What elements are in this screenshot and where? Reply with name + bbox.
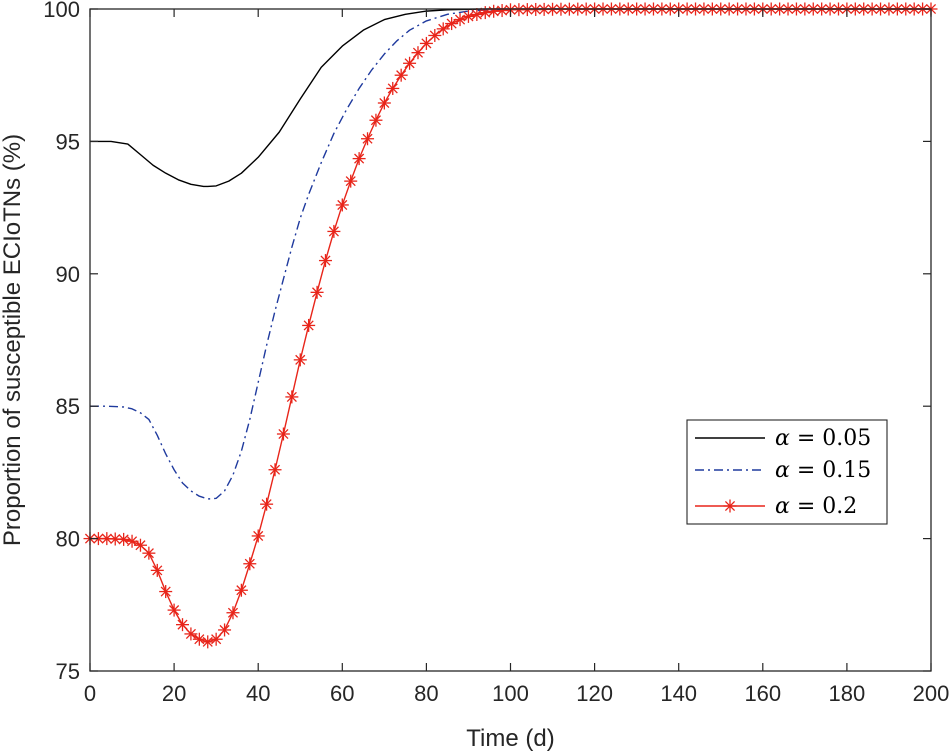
series-marker [201, 635, 215, 649]
x-tick-label: 180 [829, 681, 866, 706]
y-tick-label: 95 [56, 129, 80, 154]
legend-symbol: α [775, 426, 790, 451]
series-marker [377, 96, 391, 110]
x-tick-label: 0 [84, 681, 96, 706]
series-marker [470, 8, 484, 22]
series-marker [361, 132, 375, 146]
legend: α = 0.05α = 0.15α = 0.2 [686, 419, 888, 525]
series-marker [142, 546, 156, 560]
legend-marker [723, 499, 737, 513]
x-tick-label: 80 [414, 681, 438, 706]
series-marker [133, 538, 147, 552]
x-tick-label: 40 [246, 681, 270, 706]
series-marker [495, 4, 509, 18]
series-marker [310, 285, 324, 299]
x-tick-label: 60 [330, 681, 354, 706]
series-marker [268, 463, 282, 477]
series-marker [251, 529, 265, 543]
series-marker [394, 68, 408, 82]
series-marker [386, 81, 400, 95]
series-marker [176, 618, 190, 632]
axes [89, 8, 932, 672]
legend-value: = 0.15 [790, 458, 871, 483]
x-tick-label: 140 [660, 681, 697, 706]
x-tick-label: 160 [744, 681, 781, 706]
series-marker [327, 224, 341, 238]
series-marker [302, 318, 316, 332]
y-axis-title: Proportion of susceptible ECIoTNs (%) [0, 134, 26, 546]
y-tick-label: 90 [56, 262, 80, 287]
series-marker [318, 254, 332, 268]
x-tick-label: 20 [162, 681, 186, 706]
series-marker [234, 583, 248, 597]
series-marker [167, 603, 181, 617]
series-marker [209, 632, 223, 646]
series-marker [150, 563, 164, 577]
series-marker [487, 4, 501, 18]
series-marker [293, 353, 307, 367]
y-tick-label: 80 [56, 527, 80, 552]
legend-symbol: α [775, 458, 790, 483]
series-marker [100, 532, 114, 546]
x-axis-title: Time (d) [466, 725, 554, 751]
series-marker [428, 28, 442, 42]
series-marker [276, 427, 290, 441]
legend-label: α = 0.2 [775, 494, 857, 519]
series-line-0 [90, 8, 931, 188]
legend-value: = 0.2 [790, 494, 857, 519]
legend-symbol: α [775, 494, 790, 519]
ticks: 0 20 40 60 80 100 120 140 160 180 200 75 80 85 90 95 100 [43, 0, 949, 706]
series-marker [436, 22, 450, 36]
series-marker [117, 532, 131, 546]
series-marker [411, 46, 425, 60]
series-marker [461, 9, 475, 23]
series-layer [83, 2, 938, 649]
legend-label: α = 0.15 [775, 458, 871, 483]
y-tick-label: 85 [56, 394, 80, 419]
series-marker [344, 174, 358, 188]
y-tick-label: 75 [56, 659, 80, 684]
series-marker [243, 557, 257, 571]
series-marker [403, 56, 417, 70]
series-marker [260, 497, 274, 511]
series-marker [419, 36, 433, 50]
series-marker [285, 390, 299, 404]
x-tick-label: 200 [913, 681, 950, 706]
y-tick-label: 100 [43, 0, 80, 22]
series-line-2 [90, 8, 931, 643]
series-marker [369, 113, 383, 127]
series-marker [192, 632, 206, 646]
series-marker [184, 627, 198, 641]
series-marker [159, 585, 173, 599]
series-marker [218, 623, 232, 637]
legend-value: = 0.05 [790, 426, 871, 451]
x-tick-label: 100 [492, 681, 529, 706]
series-marker [226, 606, 240, 620]
series-marker [352, 152, 366, 166]
x-tick-label: 120 [576, 681, 613, 706]
series-marker [335, 198, 349, 212]
legend-label: α = 0.05 [775, 426, 871, 451]
plot-area-border [89, 8, 932, 672]
